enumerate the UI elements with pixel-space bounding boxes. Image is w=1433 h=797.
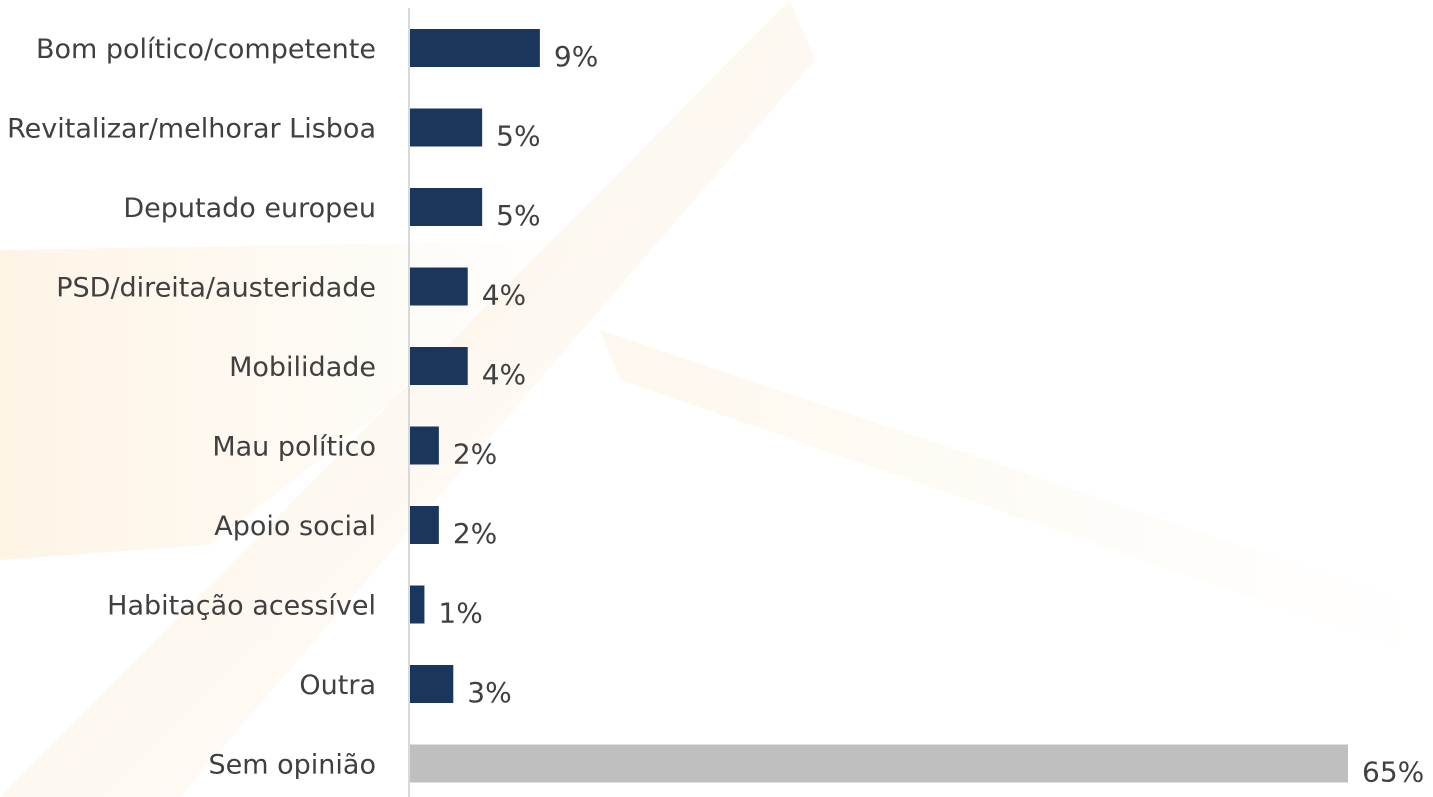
value-label: 5%: [496, 120, 540, 153]
bar: [410, 347, 468, 385]
value-label: 2%: [453, 517, 497, 550]
category-label: Apoio social: [214, 511, 376, 542]
bar: [410, 665, 453, 703]
category-label: Outra: [299, 670, 376, 701]
category-label: Sem opinião: [209, 750, 376, 781]
value-label: 4%: [482, 279, 526, 312]
value-label: 2%: [453, 438, 497, 471]
value-label: 3%: [467, 676, 511, 709]
category-label: Bom político/competente: [36, 34, 376, 65]
bar: [410, 109, 482, 147]
value-label: 1%: [438, 597, 482, 630]
bar: [410, 268, 468, 306]
value-label: 5%: [496, 199, 540, 232]
bar: [410, 586, 424, 624]
category-label: Habitação acessível: [107, 591, 376, 622]
value-label: 65%: [1362, 756, 1424, 789]
bar: [410, 427, 439, 465]
category-label: Revitalizar/melhorar Lisboa: [7, 114, 376, 145]
value-label: 9%: [554, 40, 598, 73]
category-label: Deputado europeu: [123, 193, 376, 224]
category-label: Mau político: [212, 432, 376, 463]
bar: [410, 506, 439, 544]
bar: [410, 745, 1348, 783]
category-label: Mobilidade: [229, 352, 376, 383]
category-label: PSD/direita/austeridade: [56, 273, 376, 304]
value-label: 4%: [482, 358, 526, 391]
bar: [410, 188, 482, 226]
bar: [410, 29, 540, 67]
